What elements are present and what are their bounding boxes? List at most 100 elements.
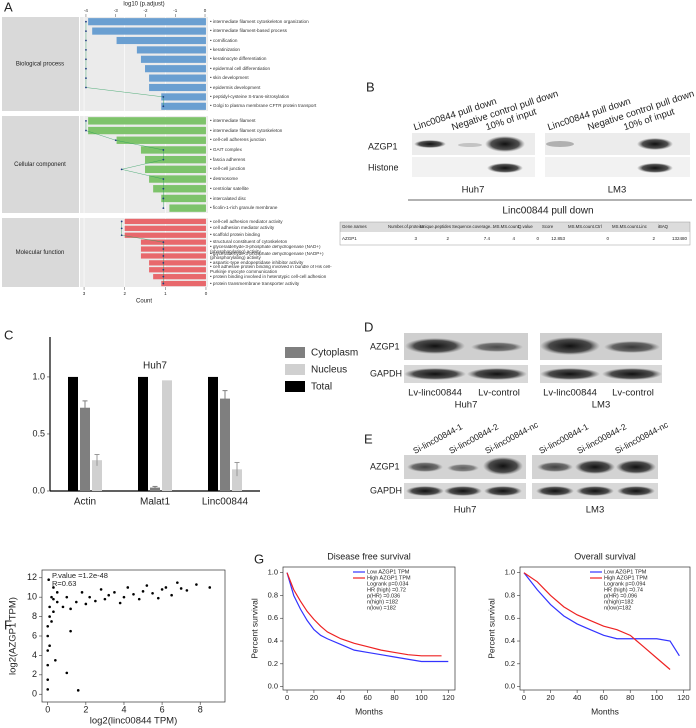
x-tick-label: 80 <box>390 693 398 702</box>
band <box>405 338 465 354</box>
category-label-text: • peptidyl-cysteine S-trans-nitrosylatio… <box>210 93 290 99</box>
bar <box>149 260 206 266</box>
annotation: Logrank p=0.094 <box>604 581 645 587</box>
category-label: • GAIT complex <box>210 147 242 152</box>
axis-label: Count <box>136 299 152 305</box>
p-dot <box>162 255 165 257</box>
point <box>132 592 135 596</box>
bar <box>208 376 218 491</box>
x-tick-label: 0 <box>45 704 50 714</box>
legend-label: High AZGP1 TPM <box>367 575 411 581</box>
x-tick-label: Linc00844 <box>202 497 249 508</box>
bar <box>145 65 206 73</box>
table-cell: AZGP1 <box>342 236 357 241</box>
point <box>46 649 50 652</box>
y-tick-label: 0.4 <box>505 636 515 645</box>
y-tick-label: 0 <box>32 689 37 699</box>
legend-label: Low AZGP1 TPM <box>604 569 647 575</box>
bar <box>232 469 242 491</box>
p-line <box>85 21 164 107</box>
point <box>55 591 59 594</box>
bar <box>169 204 206 212</box>
point <box>208 586 212 589</box>
x-tick-label: 40 <box>337 693 345 702</box>
table-header: MS.MS.count.Ctrl <box>568 224 602 229</box>
category-label: • aspartic-type endopeptidase inhibitor … <box>210 260 303 265</box>
axis-label: Percent survival <box>486 598 496 659</box>
p-dot <box>162 248 165 250</box>
category-label: • desmosome <box>210 176 238 181</box>
bar <box>140 239 206 245</box>
band <box>467 368 527 380</box>
point <box>113 591 116 594</box>
bar <box>116 36 206 45</box>
bar <box>161 102 206 110</box>
category-label-text: • protein transmembrane transporter acti… <box>210 280 300 286</box>
point <box>145 584 149 587</box>
y-tick-label: 0.8 <box>268 590 278 599</box>
category-label-text: • structural constituent of cytoskeleton <box>210 239 288 245</box>
panel-letter: A <box>4 0 13 14</box>
category-label: • protein transmembrane transporter acti… <box>210 280 300 286</box>
point <box>170 593 173 597</box>
category-label: • Golgi to plasma membrane CFTR protein … <box>210 103 316 108</box>
row-label: AZGP1 <box>370 461 400 471</box>
x2-tick-label: -4 <box>84 8 88 13</box>
panel-letter: D <box>364 319 373 334</box>
point <box>46 663 50 667</box>
bar <box>124 232 206 238</box>
bar <box>161 280 206 287</box>
x-tick-label: 40 <box>573 693 581 702</box>
x-tick-label: 60 <box>600 693 608 702</box>
y-tick-label: 0.6 <box>505 613 515 622</box>
p-dot <box>85 39 87 42</box>
point <box>103 597 107 601</box>
x-tick-label: 60 <box>363 693 371 702</box>
x-tick-label: 120 <box>677 693 690 702</box>
point <box>55 600 59 604</box>
table-header: iBAQ <box>658 224 669 229</box>
category-label-text: • cell adhesive protein binding involved… <box>210 265 332 275</box>
bar <box>88 18 206 26</box>
point <box>84 602 88 606</box>
x-tick-label: 100 <box>651 693 664 702</box>
table-cell: 7.4 <box>484 236 491 241</box>
y-tick-label: 1.0 <box>268 568 278 577</box>
category-label: • intermediate filament <box>210 118 256 123</box>
bar <box>140 246 206 252</box>
x-tick-label: 8 <box>198 704 203 714</box>
point <box>65 595 69 599</box>
bar <box>149 175 206 183</box>
x-tick-label: 100 <box>415 693 428 702</box>
chart-title: Overall survival <box>574 551 636 561</box>
category-label-text: • cornification <box>210 37 238 43</box>
x-tick-label: 2 <box>123 291 126 296</box>
legend-label: High AZGP1 TPM <box>604 575 648 581</box>
y-tick-label: 0.4 <box>268 636 278 645</box>
cell-label: LM3 <box>586 505 604 516</box>
x-tick-label: 4 <box>121 704 126 714</box>
y-tick-label: 0.5 <box>32 428 45 438</box>
p-dot <box>120 227 123 230</box>
annotation: R=0.63 <box>52 579 76 588</box>
y-tick-label: 0.0 <box>32 485 45 495</box>
category-label: • cell-cell adhesion mediator activity <box>210 219 283 224</box>
point <box>94 599 97 603</box>
band <box>487 163 523 173</box>
point <box>46 688 50 691</box>
x-tick-label: 120 <box>442 693 455 702</box>
band <box>406 486 444 496</box>
point <box>46 624 50 628</box>
band <box>616 460 656 474</box>
axis-label: log2(AZGP1 TPM) <box>8 597 19 675</box>
axis-label: Months <box>355 706 383 716</box>
p-dot <box>85 77 87 79</box>
category-label: • skin development <box>210 75 249 80</box>
point <box>122 595 126 599</box>
category-label-text: • intermediate filament cytoskeleton <box>210 127 283 133</box>
legend-label: Cytoplasm <box>311 348 358 359</box>
lane-label: Lv-control <box>478 388 520 399</box>
category-label: • glyceraldehyde-3-phosphate dehydrogena… <box>210 252 324 261</box>
category-label-text: • keratinocyte differentiation <box>210 56 267 62</box>
